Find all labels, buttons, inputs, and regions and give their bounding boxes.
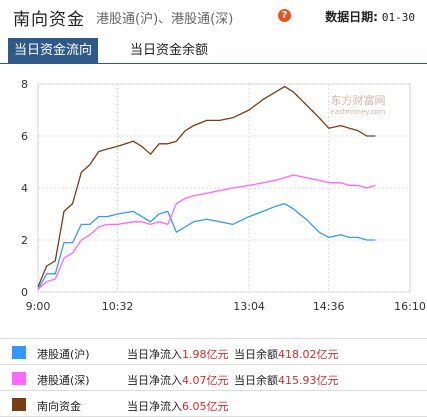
legend-row-total: 南向资金 当日净流入6.05亿元	[0, 391, 427, 417]
legend-balance-value: 415.93亿元	[278, 374, 339, 387]
legend-balance-value: 418.02亿元	[278, 348, 339, 361]
legend-name: 港股通(深)	[37, 374, 90, 387]
legend-flow: 当日净流入4.07亿元	[127, 374, 229, 387]
y-tick-label: 2	[21, 234, 28, 247]
series-line-3	[37, 85, 376, 288]
question-icon[interactable]: ?	[278, 9, 291, 22]
y-tick-label: 4	[21, 182, 28, 195]
tab-daily-flow[interactable]: 当日资金流向	[8, 38, 99, 64]
legend-row-sh: 港股通(沪) 当日净流入1.98亿元 当日余额418.02亿元	[0, 339, 427, 365]
tab-bar: 当日资金流向 当日资金余额	[0, 38, 427, 64]
header: 南向资金 港股通(沪)、港股通(深) ? 数据日期: 01-30	[0, 0, 427, 30]
legend-table: 港股通(沪) 当日净流入1.98亿元 当日余额418.02亿元 港股通(深) 当…	[0, 338, 427, 417]
date-value: 01-30	[381, 11, 415, 24]
legend-name: 南向资金	[37, 400, 81, 413]
y-tick-label: 6	[21, 130, 28, 143]
page-subtitle: 港股通(沪)、港股通(深)	[96, 12, 234, 27]
legend-name: 港股通(沪)	[37, 348, 90, 361]
series-line-1	[37, 202, 376, 290]
x-tick-label: 16:10	[394, 300, 426, 313]
legend-flow-value: 1.98亿元	[182, 348, 229, 361]
data-date: 数据日期: 01-30	[325, 8, 415, 25]
x-tick-label: 9:00	[26, 300, 51, 313]
legend-flow-value: 4.07亿元	[182, 374, 229, 387]
watermark: 东方财富网	[331, 93, 386, 107]
legend-balance: 当日余额415.93亿元	[234, 374, 339, 387]
legend-swatch-sz	[12, 372, 26, 385]
date-label: 数据日期:	[325, 10, 378, 24]
flow-line-chart: 0 2 4 6 8 9:00 10:32 13:04 14:36 16:10 东方财富网eastmo…	[21, 78, 426, 313]
x-tick-label: 13:04	[233, 300, 265, 313]
y-tick-label: 8	[21, 78, 28, 91]
series-line-2	[37, 174, 376, 290]
page-title: 南向资金	[13, 10, 85, 30]
x-tick-label: 10:32	[102, 300, 134, 313]
y-tick-label: 0	[21, 286, 28, 299]
legend-flow: 当日净流入6.05亿元	[127, 400, 229, 413]
legend-flow-value: 6.05亿元	[182, 400, 229, 413]
tab-daily-balance[interactable]: 当日资金余额	[130, 43, 209, 58]
legend-swatch-total	[12, 398, 26, 411]
legend-balance: 当日余额418.02亿元	[234, 348, 339, 361]
x-tick-label: 14:36	[313, 300, 345, 313]
legend-row-sz: 港股通(深) 当日净流入4.07亿元 当日余额415.93亿元	[0, 365, 427, 391]
legend-swatch-sh	[12, 346, 26, 359]
watermark-sub: eastmoney.com	[330, 108, 385, 116]
legend-flow: 当日净流入1.98亿元	[127, 348, 229, 361]
